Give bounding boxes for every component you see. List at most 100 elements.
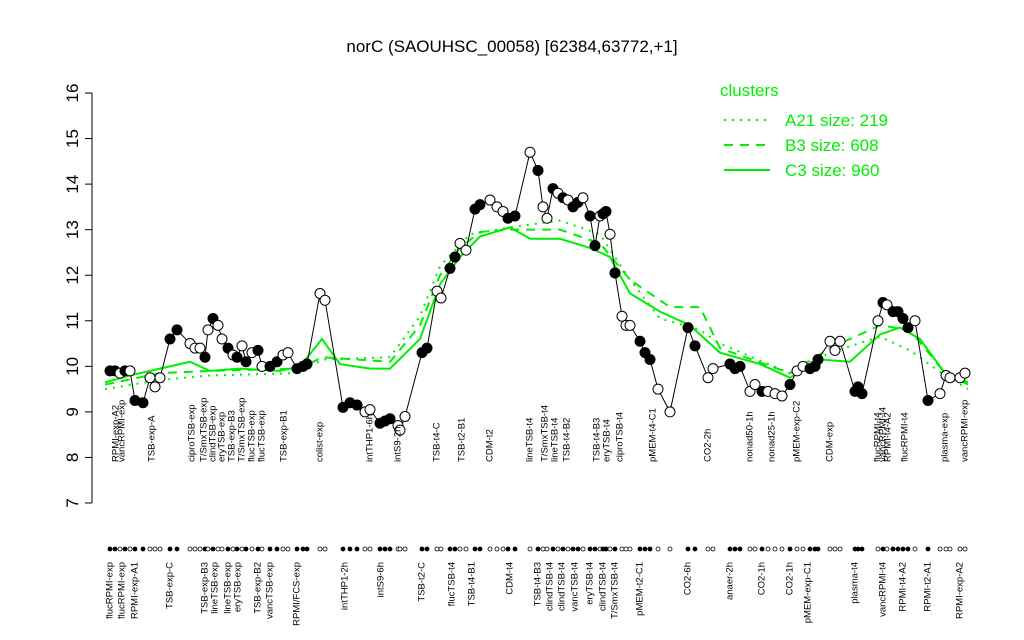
sample-tick-dot <box>943 546 949 552</box>
sample-tick-dot <box>500 546 506 552</box>
sample-point <box>624 319 636 331</box>
x-tick-label: RPMI/FCS-exp <box>292 562 303 626</box>
sample-tick-dot <box>859 546 865 552</box>
sample-tick-dot <box>377 546 383 552</box>
sample-tick-dot <box>452 546 458 552</box>
sample-point <box>421 342 433 354</box>
sample-tick-dot <box>122 546 128 552</box>
sample-tick-dot <box>623 546 629 552</box>
sample-tick-dot <box>947 546 953 552</box>
x-tick-label: pMEM-t2-C1 <box>635 562 646 616</box>
x-tick-label: RPMI-exp-A1 <box>130 562 141 619</box>
chart-title: norC (SAOUHSC_00058) [62384,63772,+1] <box>346 37 677 56</box>
sample-point <box>454 237 466 249</box>
sample-point <box>922 395 934 406</box>
sample-tick-dot <box>815 546 821 552</box>
sample-tick-dot <box>274 546 280 552</box>
sample-tick-dot <box>912 546 918 552</box>
sample-tick-dot <box>827 546 833 552</box>
sample-tick-dot <box>192 546 198 552</box>
sample-tick-dot <box>397 546 403 552</box>
sample-tick-dot <box>752 546 758 552</box>
x-tick-label: RPMI-t4-A2 <box>898 562 909 612</box>
legend-label: C3 size: 960 <box>785 161 880 180</box>
x-tick-label: vancRPMI-exp <box>960 400 971 462</box>
x-tick-label: lineTSB-exp <box>223 562 234 614</box>
x-tick-label: T/SmxTSB-t4 <box>610 562 621 619</box>
sample-point <box>149 381 161 393</box>
sample-tick-dot <box>535 546 541 552</box>
y-tick-label: 11 <box>63 312 82 330</box>
x-tick-label: TSB-exp-B3 <box>200 562 211 614</box>
sample-tick-dot <box>962 546 968 552</box>
sample-tick-dot <box>205 546 211 552</box>
sample-tick-dot <box>457 546 463 552</box>
x-tick-label: vancTSB-t4 <box>570 562 581 612</box>
sample-point <box>604 228 616 240</box>
x-tick-label: clindTSB-t4 <box>557 562 568 611</box>
sample-tick-dot <box>603 546 609 552</box>
sample-tick-dot <box>243 546 249 552</box>
x-tick-label: TSB-t4-B3 <box>533 562 544 606</box>
sample-tick-dot <box>732 546 738 552</box>
x-tick-label: flucTSB-exp <box>257 410 268 462</box>
sample-point <box>909 315 921 327</box>
sample-point <box>154 372 166 384</box>
x-tick-label: nonad25-1h <box>767 411 778 462</box>
sample-point <box>216 333 228 345</box>
x-tick-label: TSB-t4-C <box>432 422 443 462</box>
x-tick-label: pMEM-t4-C1 <box>648 408 659 462</box>
sample-tick-dot <box>197 546 203 552</box>
sample-tick-dot <box>463 546 469 552</box>
sample-line <box>110 150 966 432</box>
sample-tick-dot <box>705 546 711 552</box>
sample-point <box>524 146 536 158</box>
sample-tick-dot <box>424 546 430 552</box>
x-tick-label: lineTSB-exp <box>210 562 221 614</box>
sample-tick-dot <box>117 546 123 552</box>
x-tick-label: vancRPMI-t4 <box>878 562 889 617</box>
x-tick-label: flucRPMI-exp <box>117 562 128 619</box>
sample-tick-dot <box>710 546 716 552</box>
sample-tick-dot <box>167 546 173 552</box>
sample-tick-dot <box>249 546 255 552</box>
x-tick-label: T/SmxTSB-exp <box>199 398 210 462</box>
sample-tick-dot <box>540 546 546 552</box>
x-tick-label: TSB-t4-B3 <box>592 418 603 462</box>
sample-tick-dot <box>685 546 691 552</box>
x-tick-label: CO2-6h <box>683 562 694 595</box>
sample-tick-dot <box>560 546 566 552</box>
sample-point <box>902 322 914 334</box>
sample-tick-dot <box>619 546 625 552</box>
sample-tick-dot <box>354 546 360 552</box>
sample-tick-dot <box>890 546 896 552</box>
sample-tick-dot <box>280 546 286 552</box>
sample-tick-dot <box>512 546 518 552</box>
sample-point <box>199 351 211 363</box>
sample-tick-dot <box>880 546 886 552</box>
sample-tick-dot <box>779 546 785 552</box>
sample-tick-dot <box>747 546 753 552</box>
sample-tick-dot <box>592 546 598 552</box>
x-tick-label: vancRPMI-exp <box>117 400 128 462</box>
x-tick-label: nonad50-1h <box>745 411 756 462</box>
sample-tick-dot <box>367 546 373 552</box>
sample-point <box>484 194 496 206</box>
legend-label: B3 size: 608 <box>785 136 879 155</box>
sample-point <box>689 340 701 352</box>
sample-point <box>784 379 796 391</box>
y-tick-label: 14 <box>63 175 82 194</box>
sample-tick-dot <box>187 546 193 552</box>
sample-tick-dot <box>438 546 444 552</box>
x-tick-label: eryTSB-t4 <box>585 562 596 605</box>
sample-tick-dot <box>304 546 310 552</box>
sample-point <box>834 335 846 347</box>
sample-point <box>474 199 486 211</box>
sample-tick-dot <box>174 546 180 552</box>
sample-tick-dot <box>317 546 323 552</box>
sample-tick-dot <box>472 546 478 552</box>
x-tick-label: TSB-exp-B1 <box>279 410 290 462</box>
x-tick-label: flucRPMI-t4 <box>873 412 884 462</box>
sample-point <box>532 164 544 176</box>
sample-tick-dot <box>230 546 236 552</box>
